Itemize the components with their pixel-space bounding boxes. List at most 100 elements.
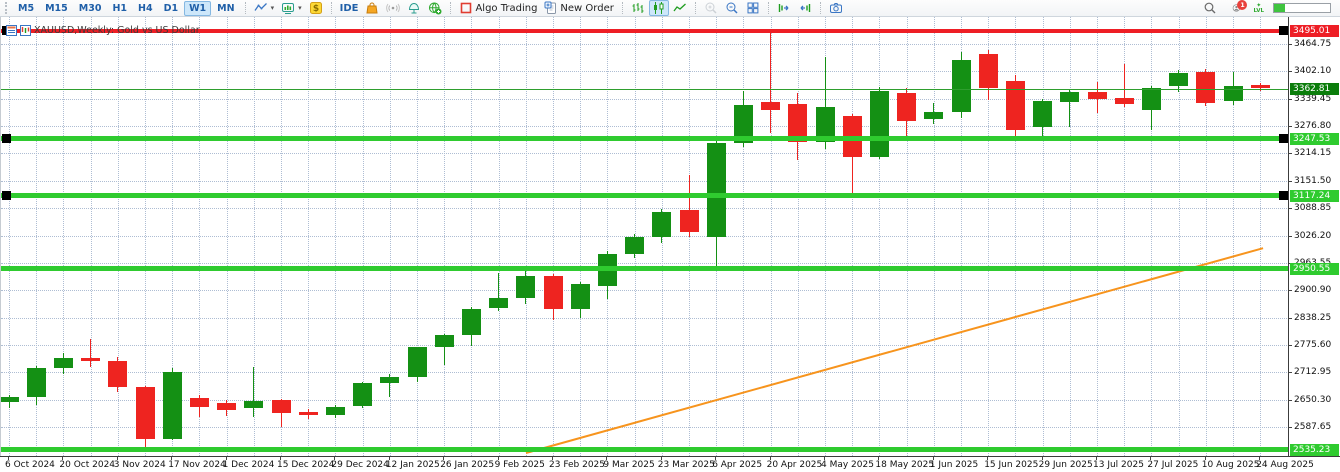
line-anchor-right[interactable] <box>1279 191 1288 201</box>
toolbar-drag-handle[interactable] <box>5 2 9 14</box>
price-badge-3247.53: 3247.53 <box>1290 132 1339 145</box>
price-axis-tick <box>1289 372 1292 374</box>
candle <box>271 399 291 413</box>
community-button[interactable] <box>425 0 445 16</box>
time-axis-tick <box>1150 457 1152 460</box>
indicators-button[interactable]: ▾ <box>278 0 305 16</box>
candle <box>244 400 264 409</box>
timeframe-m15[interactable]: M15 <box>40 1 73 16</box>
line-anchor-left[interactable] <box>2 134 11 144</box>
zoom-in-button[interactable] <box>701 0 721 16</box>
time-axis-label: 29 Jun 2025 <box>1038 460 1093 470</box>
line-anchor-right[interactable] <box>1279 134 1288 144</box>
time-axis-label: 13 Jul 2025 <box>1093 460 1144 470</box>
horizontal-line-2535.23[interactable] <box>1 447 1288 453</box>
new-order-button[interactable]: New Order <box>541 0 616 16</box>
timeframe-mn[interactable]: MN <box>212 1 239 16</box>
line-anchor-left[interactable] <box>2 191 11 201</box>
chart-plot[interactable]: XAUUSD,Weekly: Gold vs US Dollar <box>0 17 1288 456</box>
trendline[interactable] <box>525 247 1264 454</box>
timeframe-h4[interactable]: H4 <box>133 1 158 16</box>
grid-hline <box>1 317 1288 319</box>
horizontal-line-3247.53[interactable] <box>1 136 1288 142</box>
time-axis-tick <box>62 457 64 460</box>
candle-wick <box>770 28 772 134</box>
price-axis-tick <box>1289 317 1292 319</box>
timeframe-d1[interactable]: D1 <box>159 1 184 16</box>
dollar-button[interactable]: $ <box>306 0 326 16</box>
time-axis-label: 20 Oct 2024 <box>59 460 116 470</box>
time-axis-label: 23 Mar 2025 <box>657 460 715 470</box>
toolbar-separator <box>244 2 246 14</box>
grid-vline <box>743 17 745 456</box>
horizontal-line-2950.55[interactable] <box>1 266 1288 271</box>
price-axis-tick <box>1289 44 1292 45</box>
grid-button[interactable] <box>743 0 763 16</box>
candle <box>189 397 209 408</box>
signals-button[interactable] <box>383 0 403 16</box>
grid-vline <box>1151 17 1153 456</box>
candles-button[interactable] <box>648 0 669 16</box>
time-axis-tick <box>824 457 825 460</box>
candle-wick <box>90 338 92 367</box>
line-chart-icon <box>673 3 686 12</box>
price-axis-label: 2775.60 <box>1294 339 1332 350</box>
shift-left-button[interactable] <box>795 0 815 16</box>
line-chart-button[interactable] <box>670 0 690 16</box>
zoom-out-icon <box>726 2 738 14</box>
grid-hline <box>1 71 1288 73</box>
price-badge-3117.24: 3117.24 <box>1290 189 1339 202</box>
time-axis-label: 15 Jun 2025 <box>984 460 1039 470</box>
vps-button[interactable] <box>404 0 424 16</box>
grid-vline <box>988 17 990 456</box>
candle <box>733 105 753 144</box>
candle <box>978 54 998 89</box>
level-indicator[interactable]: ✦ LVL <box>1253 2 1264 14</box>
toolbar-separator <box>450 2 452 14</box>
notification-badge: 1 <box>1237 0 1248 10</box>
camera-button[interactable] <box>826 0 846 16</box>
grid-vline <box>199 17 201 456</box>
market-bag-button[interactable] <box>362 0 382 16</box>
horizontal-line-3495.01[interactable] <box>1 28 1288 33</box>
ide-button[interactable]: IDE <box>337 0 362 16</box>
chart-title: XAUUSD,Weekly: Gold vs US Dollar <box>34 25 200 36</box>
timeframe-h1[interactable]: H1 <box>107 1 132 16</box>
time-axis[interactable]: 6 Oct 2024 20 Oct 2024 3 Nov 2024 17 Nov 20… <box>0 456 1340 472</box>
timeframe-w1[interactable]: W1 <box>184 0 212 16</box>
candle <box>135 386 155 440</box>
indicators-dropdown-arrow-icon[interactable]: ▾ <box>298 4 302 12</box>
chart-line-button[interactable]: ▾ <box>251 0 278 16</box>
toolbar-separator <box>819 2 821 14</box>
toolbar: M5 M15 M30 H1 H4 D1 W1 MN ▾ ▾ $ IDE Algo Trading New … <box>0 0 1340 17</box>
toolbar-right-cluster: 1 ✦ LVL <box>1200 0 1336 16</box>
line-anchor-right[interactable] <box>1279 26 1288 36</box>
price-axis-tick <box>1289 71 1292 73</box>
price-axis[interactable]: 3464.75 3402.10 3339.45 3276.80 3214.15 3151.… <box>1288 17 1340 456</box>
grid-vline <box>1042 17 1044 456</box>
bars-button[interactable] <box>628 0 648 16</box>
grid-vline <box>879 17 881 456</box>
algo-trading-button[interactable]: Algo Trading <box>456 0 540 16</box>
grid-vline <box>9 17 10 456</box>
price-axis-tick <box>1289 208 1292 210</box>
chart-line-dropdown-arrow-icon[interactable]: ▾ <box>270 4 275 12</box>
grid-hline <box>1 98 1288 100</box>
shift-right-button[interactable] <box>774 0 794 16</box>
grid-hline <box>1 208 1288 210</box>
price-axis-label: 3464.75 <box>1294 39 1332 49</box>
time-axis-label: 6 Oct 2024 <box>5 460 55 470</box>
horizontal-line-3117.24[interactable] <box>1 193 1288 199</box>
candles-icon <box>653 2 664 14</box>
search-button[interactable] <box>1200 0 1220 16</box>
algo-trading-label: Algo Trading <box>475 2 538 14</box>
zoom-out-button[interactable] <box>722 0 742 16</box>
candle <box>761 102 781 110</box>
candle <box>1 397 19 402</box>
grid-vline <box>1205 17 1207 456</box>
timeframe-m30[interactable]: M30 <box>74 1 107 16</box>
timeframe-m5[interactable]: M5 <box>13 1 39 16</box>
time-axis-tick <box>878 457 880 460</box>
notifications-button[interactable]: 1 <box>1229 0 1248 15</box>
grid-vline <box>389 17 391 456</box>
